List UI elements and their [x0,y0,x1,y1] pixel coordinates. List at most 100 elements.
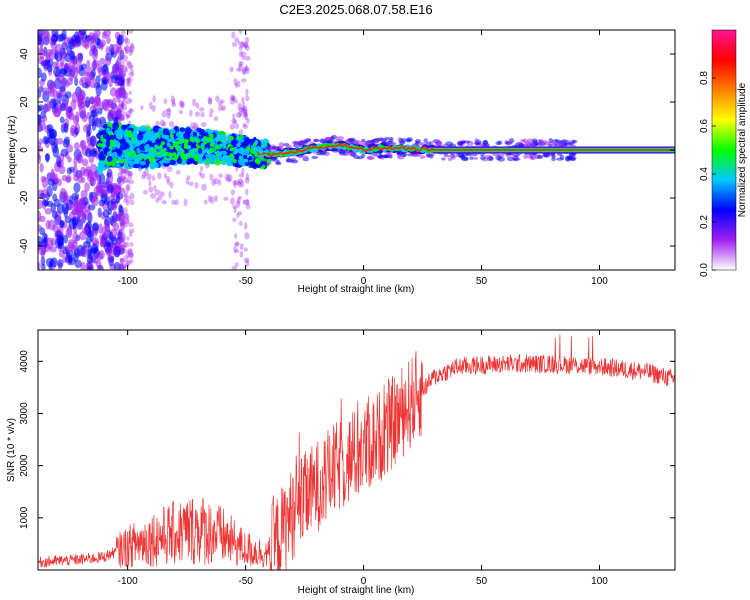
spectrogram-cell [122,263,127,269]
spectrogram-cell [234,123,240,129]
spectrogram-cell [132,153,137,158]
spectrogram-cell [187,145,192,150]
spectrogram-cell [193,122,199,131]
spectrogram-cell [77,89,85,101]
spectrogram-cell [234,99,238,104]
snr-x-tick-label: -100 [118,576,138,587]
spectrogram-cell [474,138,480,143]
spectrogram-cell [174,199,179,206]
spectrogram-cell [73,157,78,167]
spectrogram-cell [45,219,51,230]
spectrogram-cell [200,172,206,179]
spectrogram-cell [129,252,134,258]
spectrogram-cell [120,265,126,270]
spectrogram-cell [572,139,578,143]
spectrogram-cell [150,192,157,199]
spectrogram-cell [235,67,241,72]
spectrogram-cell [98,249,105,260]
spectrogram-cell [244,111,248,117]
spectrogram-cell [70,99,77,111]
spectrogram-cell [234,248,240,254]
spectrogram-cell [242,102,246,110]
spectrogram-cell [106,245,112,257]
spectrogram-cell [236,212,240,219]
spectrogram-cell [73,201,80,209]
spectrogram-cell [171,199,176,205]
spectrogram-cell [146,173,152,181]
spectrogram-cell [243,41,249,49]
spectrogram-y-axis-label: Frequency (Hz) [7,116,18,185]
spectrogram-cell [125,114,129,120]
spectrogram-cell [83,71,92,84]
spectrogram-cell [472,152,478,157]
spectrogram-cell [129,46,133,54]
spectrogram-cell [123,92,128,99]
spectrogram-cell [116,177,123,184]
spectrogram-cell [160,191,165,197]
spectrogram-cell [245,203,251,210]
spectrogram-cell [120,168,127,174]
spectrogram-cell [176,140,181,145]
spectrogram-cell [111,236,118,245]
spectrogram-cell [125,113,130,118]
spectrogram-cell [81,226,90,234]
snr-y-axis-label: SNR (10 * v/v) [6,418,17,482]
spectrogram-cell [116,38,123,46]
spectrogram-cell [55,34,64,42]
spectrogram-cell [113,261,121,270]
spectrogram-cell [64,105,71,112]
spectrogram-cell [209,108,214,114]
spectrogram-cell [126,61,133,69]
spectrogram-cell [98,152,105,161]
spectrogram-cell [526,138,534,143]
spectrogram-cell [89,177,97,187]
spectrogram-cell [144,148,149,153]
spectrogram-cell [116,80,122,87]
spectrogram-cell [40,256,46,266]
spectrogram-cell [128,108,135,113]
spectrogram-cell [118,175,124,183]
spectrogram-cell [482,139,488,145]
spectrogram-cell [38,243,46,256]
spectrogram-cell [231,31,236,39]
spectrogram-cell [128,72,135,78]
spectrogram-cell [374,139,379,144]
spectrogram-cell [132,163,141,169]
spectrogram-cell [168,153,173,158]
spectrogram-cell [124,219,130,225]
spectrogram-cell [127,170,131,177]
spectrogram-cell [298,143,305,148]
spectrogram-cell [78,30,87,36]
spectrogram-cell [117,266,122,270]
spectrogram-cell [38,224,42,232]
spectrogram-cell [183,198,188,207]
spectrogram-cell [89,135,97,147]
spectrogram-cell [264,149,269,154]
spectrogram-cell [558,141,563,146]
spectrogram-cell [112,122,120,130]
spectrogram-cell [225,177,232,182]
spectrogram-cell [120,87,126,95]
spectrogram-cell [68,241,74,252]
spectrogram-cell [172,142,177,147]
spectrogram-cell [209,133,214,138]
spectrogram-cell [59,62,64,69]
spectrogram-cell [92,97,97,110]
spectrogram-cell [62,246,68,255]
spectrogram-cell [198,106,205,112]
snr-y-tick-label: 2000 [19,454,30,477]
spectrogram-cell [38,90,42,99]
spectrogram-cell [200,143,205,148]
spectrogram-cell [543,152,550,158]
spectrogram-cell [216,157,221,162]
spectrogram-cell [127,260,132,266]
spectrogram-cell [238,155,243,160]
spectrogram-cell [98,173,106,185]
spectrogram-cell [117,185,122,192]
spectrogram-cell [81,247,89,258]
spectrogram-cell [119,221,124,228]
spectrogram-cell [85,96,91,109]
spectrogram-cell [98,107,103,115]
spectrogram-core-trace [256,143,675,158]
spectrogram-cell [245,198,250,206]
